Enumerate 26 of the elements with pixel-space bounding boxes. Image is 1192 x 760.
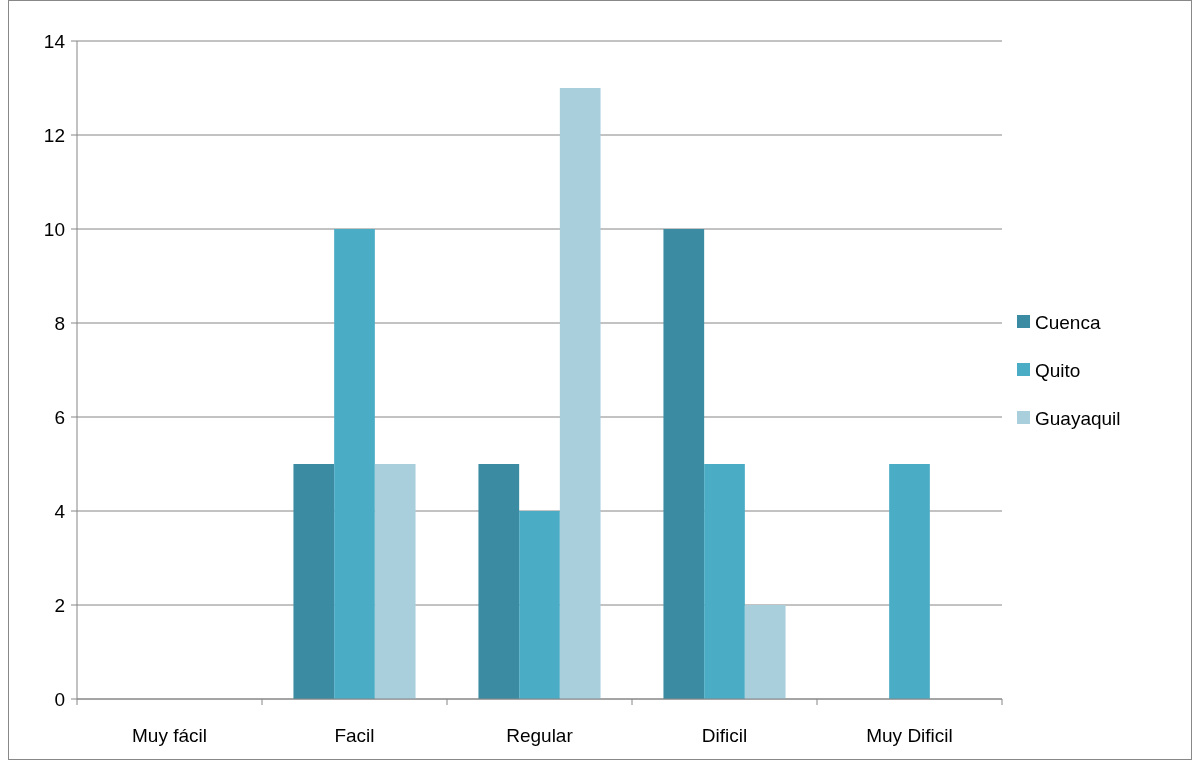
bar xyxy=(559,88,601,699)
bar xyxy=(374,464,416,699)
bar xyxy=(704,464,745,699)
y-tick-label: 6 xyxy=(54,406,65,428)
bar xyxy=(519,511,560,699)
x-tick-label: Muy fácil xyxy=(132,725,207,746)
bar xyxy=(478,464,520,699)
y-tick-label: 0 xyxy=(54,688,65,710)
legend-label: Guayaquil xyxy=(1035,407,1121,429)
legend-label: Cuenca xyxy=(1035,311,1101,333)
y-tick-label: 12 xyxy=(43,124,65,146)
y-tick-label: 14 xyxy=(43,30,66,52)
bar xyxy=(293,464,335,699)
y-tick-label: 8 xyxy=(54,312,65,334)
bar xyxy=(744,605,786,699)
y-tick-label: 10 xyxy=(43,218,65,240)
y-tick-label: 4 xyxy=(54,500,66,522)
legend-label: Quito xyxy=(1035,359,1081,381)
bar xyxy=(334,229,375,699)
x-tick-label: Muy Dificil xyxy=(866,725,953,746)
bar xyxy=(889,464,930,699)
x-tick-label: Dificil xyxy=(701,725,748,746)
x-tick-label: Facil xyxy=(334,725,375,746)
bar xyxy=(663,229,705,699)
y-tick-label: 2 xyxy=(54,594,65,616)
x-tick-label: Regular xyxy=(506,725,574,746)
